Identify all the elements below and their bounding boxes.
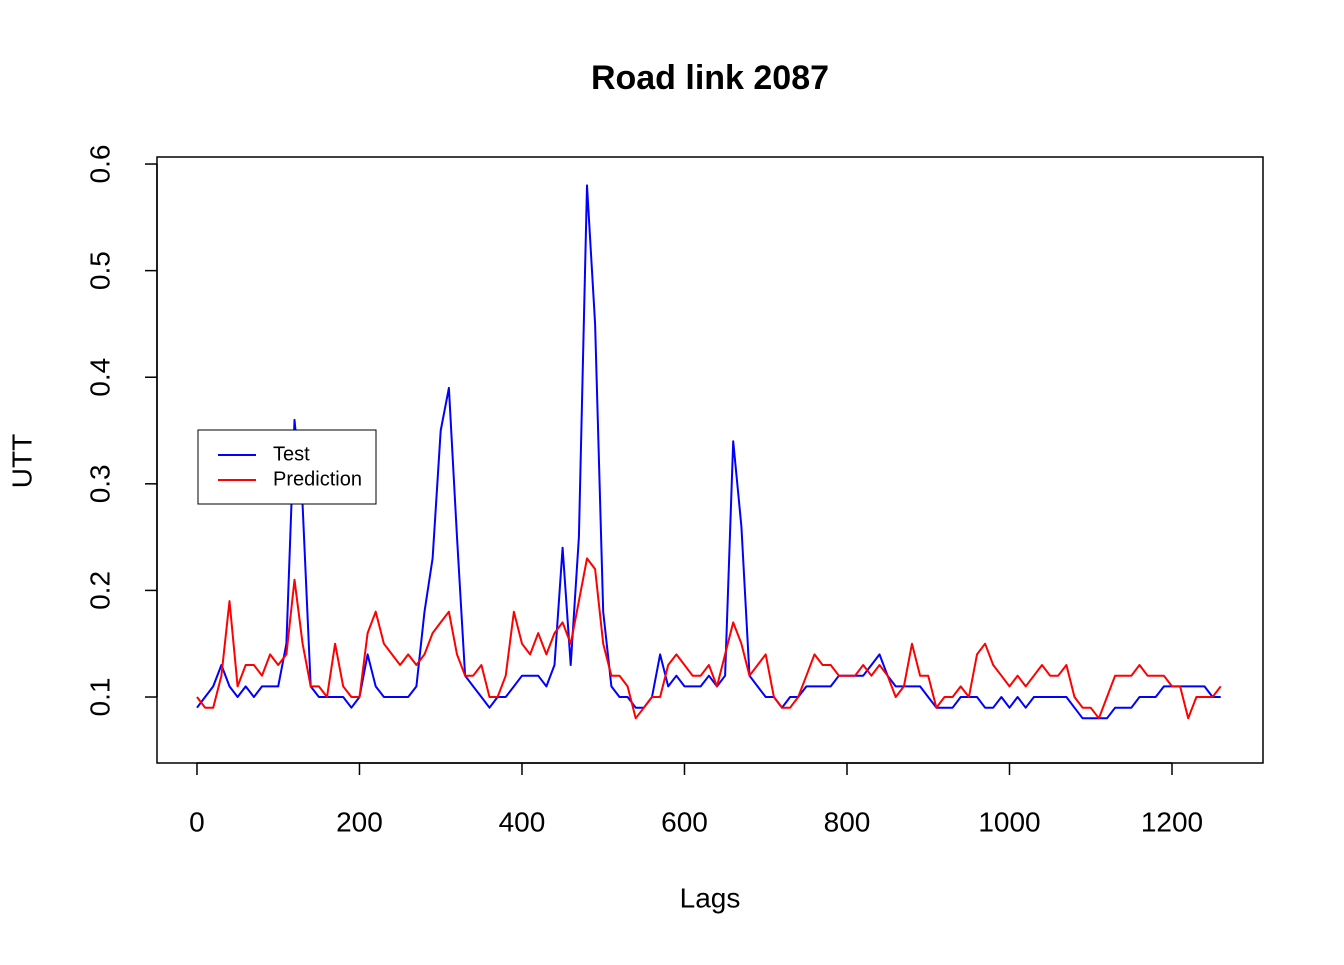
x-tick-label: 600 bbox=[661, 806, 708, 837]
y-tick-label: 0.1 bbox=[84, 678, 115, 717]
x-tick-label: 800 bbox=[824, 806, 871, 837]
y-tick-label: 0.6 bbox=[84, 145, 115, 184]
data-line bbox=[196, 557, 1222, 720]
x-tick-label: 400 bbox=[499, 806, 546, 837]
x-tick-label: 1000 bbox=[978, 806, 1040, 837]
legend-box bbox=[197, 429, 377, 505]
data-line bbox=[196, 184, 1221, 720]
legend-label: Prediction bbox=[273, 468, 362, 490]
x-tick-label: 0 bbox=[189, 806, 205, 837]
x-tick-label: 1200 bbox=[1141, 806, 1203, 837]
y-tick-label: 0.5 bbox=[84, 251, 115, 290]
y-tick-label: 0.2 bbox=[84, 571, 115, 610]
legend-label: Test bbox=[273, 443, 310, 465]
y-axis-label: UTT bbox=[6, 434, 37, 488]
chart-title: Road link 2087 bbox=[591, 59, 829, 97]
x-axis-label: Lags bbox=[680, 882, 741, 913]
x-tick-label: 200 bbox=[336, 806, 383, 837]
y-tick-label: 0.4 bbox=[84, 358, 115, 397]
y-tick-label: 0.3 bbox=[84, 464, 115, 503]
